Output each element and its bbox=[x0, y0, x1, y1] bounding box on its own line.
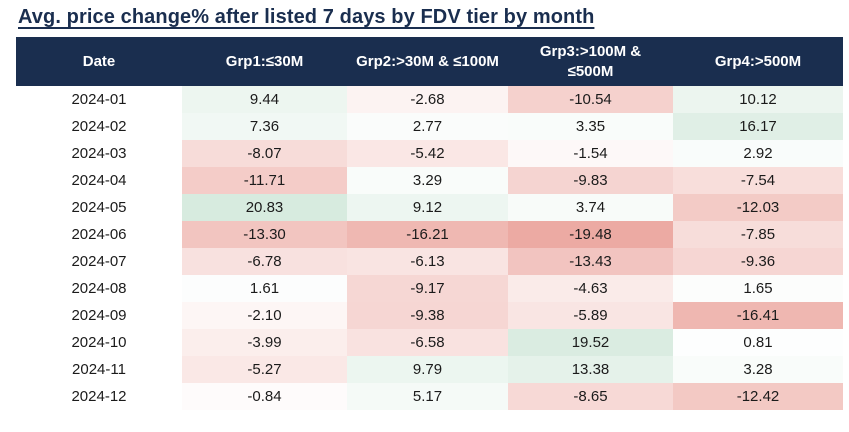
header-grp2: Grp2:>30M & ≤100M bbox=[347, 37, 508, 86]
chart-title: Avg. price change% after listed 7 days b… bbox=[18, 6, 595, 28]
value-cell: -19.48 bbox=[508, 221, 673, 248]
value-cell: -9.36 bbox=[673, 248, 843, 275]
value-cell: -12.03 bbox=[673, 194, 843, 221]
value-cell: -5.42 bbox=[347, 140, 508, 167]
value-cell: -9.38 bbox=[347, 302, 508, 329]
date-cell: 2024-10 bbox=[16, 329, 182, 356]
table-row: 2024-12 -0.84 5.17 -8.65 -12.42 bbox=[16, 383, 843, 410]
value-cell: -5.27 bbox=[182, 356, 347, 383]
value-cell: 7.36 bbox=[182, 113, 347, 140]
table-row: 2024-08 1.61 -9.17 -4.63 1.65 bbox=[16, 275, 843, 302]
table-row: 2024-10 -3.99 -6.58 19.52 0.81 bbox=[16, 329, 843, 356]
value-cell: 3.74 bbox=[508, 194, 673, 221]
date-cell: 2024-11 bbox=[16, 356, 182, 383]
value-cell: -10.54 bbox=[508, 86, 673, 113]
header-grp3: Grp3:>100M & ≤500M bbox=[508, 37, 673, 86]
value-cell: -9.83 bbox=[508, 167, 673, 194]
table-row: 2024-01 9.44 -2.68 -10.54 10.12 bbox=[16, 86, 843, 113]
table-row: 2024-04 -11.71 3.29 -9.83 -7.54 bbox=[16, 167, 843, 194]
value-cell: 2.92 bbox=[673, 140, 843, 167]
table-row: 2024-07 -6.78 -6.13 -13.43 -9.36 bbox=[16, 248, 843, 275]
value-cell: -2.68 bbox=[347, 86, 508, 113]
table-row: 2024-06 -13.30 -16.21 -19.48 -7.85 bbox=[16, 221, 843, 248]
header-date: Date bbox=[16, 37, 182, 86]
date-cell: 2024-08 bbox=[16, 275, 182, 302]
table-row: 2024-05 20.83 9.12 3.74 -12.03 bbox=[16, 194, 843, 221]
header-grp4: Grp4:>500M bbox=[673, 37, 843, 86]
value-cell: -0.84 bbox=[182, 383, 347, 410]
date-cell: 2024-04 bbox=[16, 167, 182, 194]
value-cell: 16.17 bbox=[673, 113, 843, 140]
date-cell: 2024-09 bbox=[16, 302, 182, 329]
value-cell: 9.12 bbox=[347, 194, 508, 221]
value-cell: 0.81 bbox=[673, 329, 843, 356]
value-cell: 3.28 bbox=[673, 356, 843, 383]
date-cell: 2024-01 bbox=[16, 86, 182, 113]
table-row: 2024-09 -2.10 -9.38 -5.89 -16.41 bbox=[16, 302, 843, 329]
table-header: Date Grp1:≤30M Grp2:>30M & ≤100M Grp3:>1… bbox=[16, 37, 843, 86]
value-cell: -16.41 bbox=[673, 302, 843, 329]
date-cell: 2024-12 bbox=[16, 383, 182, 410]
value-cell: 19.52 bbox=[508, 329, 673, 356]
value-cell: -8.65 bbox=[508, 383, 673, 410]
table-row: 2024-11 -5.27 9.79 13.38 3.28 bbox=[16, 356, 843, 383]
table-body: 2024-01 9.44 -2.68 -10.54 10.12 2024-02 7.36 2.… bbox=[16, 86, 843, 410]
value-cell: -12.42 bbox=[673, 383, 843, 410]
value-cell: 9.44 bbox=[182, 86, 347, 113]
value-cell: 3.35 bbox=[508, 113, 673, 140]
value-cell: 10.12 bbox=[673, 86, 843, 113]
table-row: 2024-02 7.36 2.77 3.35 16.17 bbox=[16, 113, 843, 140]
value-cell: -13.30 bbox=[182, 221, 347, 248]
value-cell: -5.89 bbox=[508, 302, 673, 329]
value-cell: 5.17 bbox=[347, 383, 508, 410]
header-row: Date Grp1:≤30M Grp2:>30M & ≤100M Grp3:>1… bbox=[16, 37, 843, 86]
value-cell: 20.83 bbox=[182, 194, 347, 221]
date-cell: 2024-03 bbox=[16, 140, 182, 167]
value-cell: -3.99 bbox=[182, 329, 347, 356]
value-cell: 13.38 bbox=[508, 356, 673, 383]
value-cell: -7.85 bbox=[673, 221, 843, 248]
table-row: 2024-03 -8.07 -5.42 -1.54 2.92 bbox=[16, 140, 843, 167]
value-cell: -16.21 bbox=[347, 221, 508, 248]
value-cell: 9.79 bbox=[347, 356, 508, 383]
value-cell: 2.77 bbox=[347, 113, 508, 140]
value-cell: -6.78 bbox=[182, 248, 347, 275]
value-cell: -1.54 bbox=[508, 140, 673, 167]
value-cell: -2.10 bbox=[182, 302, 347, 329]
date-cell: 2024-05 bbox=[16, 194, 182, 221]
value-cell: 3.29 bbox=[347, 167, 508, 194]
value-cell: -9.17 bbox=[347, 275, 508, 302]
value-cell: 1.65 bbox=[673, 275, 843, 302]
value-cell: 1.61 bbox=[182, 275, 347, 302]
value-cell: -13.43 bbox=[508, 248, 673, 275]
header-grp1: Grp1:≤30M bbox=[182, 37, 347, 86]
date-cell: 2024-02 bbox=[16, 113, 182, 140]
date-cell: 2024-06 bbox=[16, 221, 182, 248]
fdv-heatmap-table: Date Grp1:≤30M Grp2:>30M & ≤100M Grp3:>1… bbox=[16, 37, 843, 410]
value-cell: -4.63 bbox=[508, 275, 673, 302]
value-cell: -6.58 bbox=[347, 329, 508, 356]
value-cell: -8.07 bbox=[182, 140, 347, 167]
value-cell: -7.54 bbox=[673, 167, 843, 194]
value-cell: -6.13 bbox=[347, 248, 508, 275]
date-cell: 2024-07 bbox=[16, 248, 182, 275]
value-cell: -11.71 bbox=[182, 167, 347, 194]
